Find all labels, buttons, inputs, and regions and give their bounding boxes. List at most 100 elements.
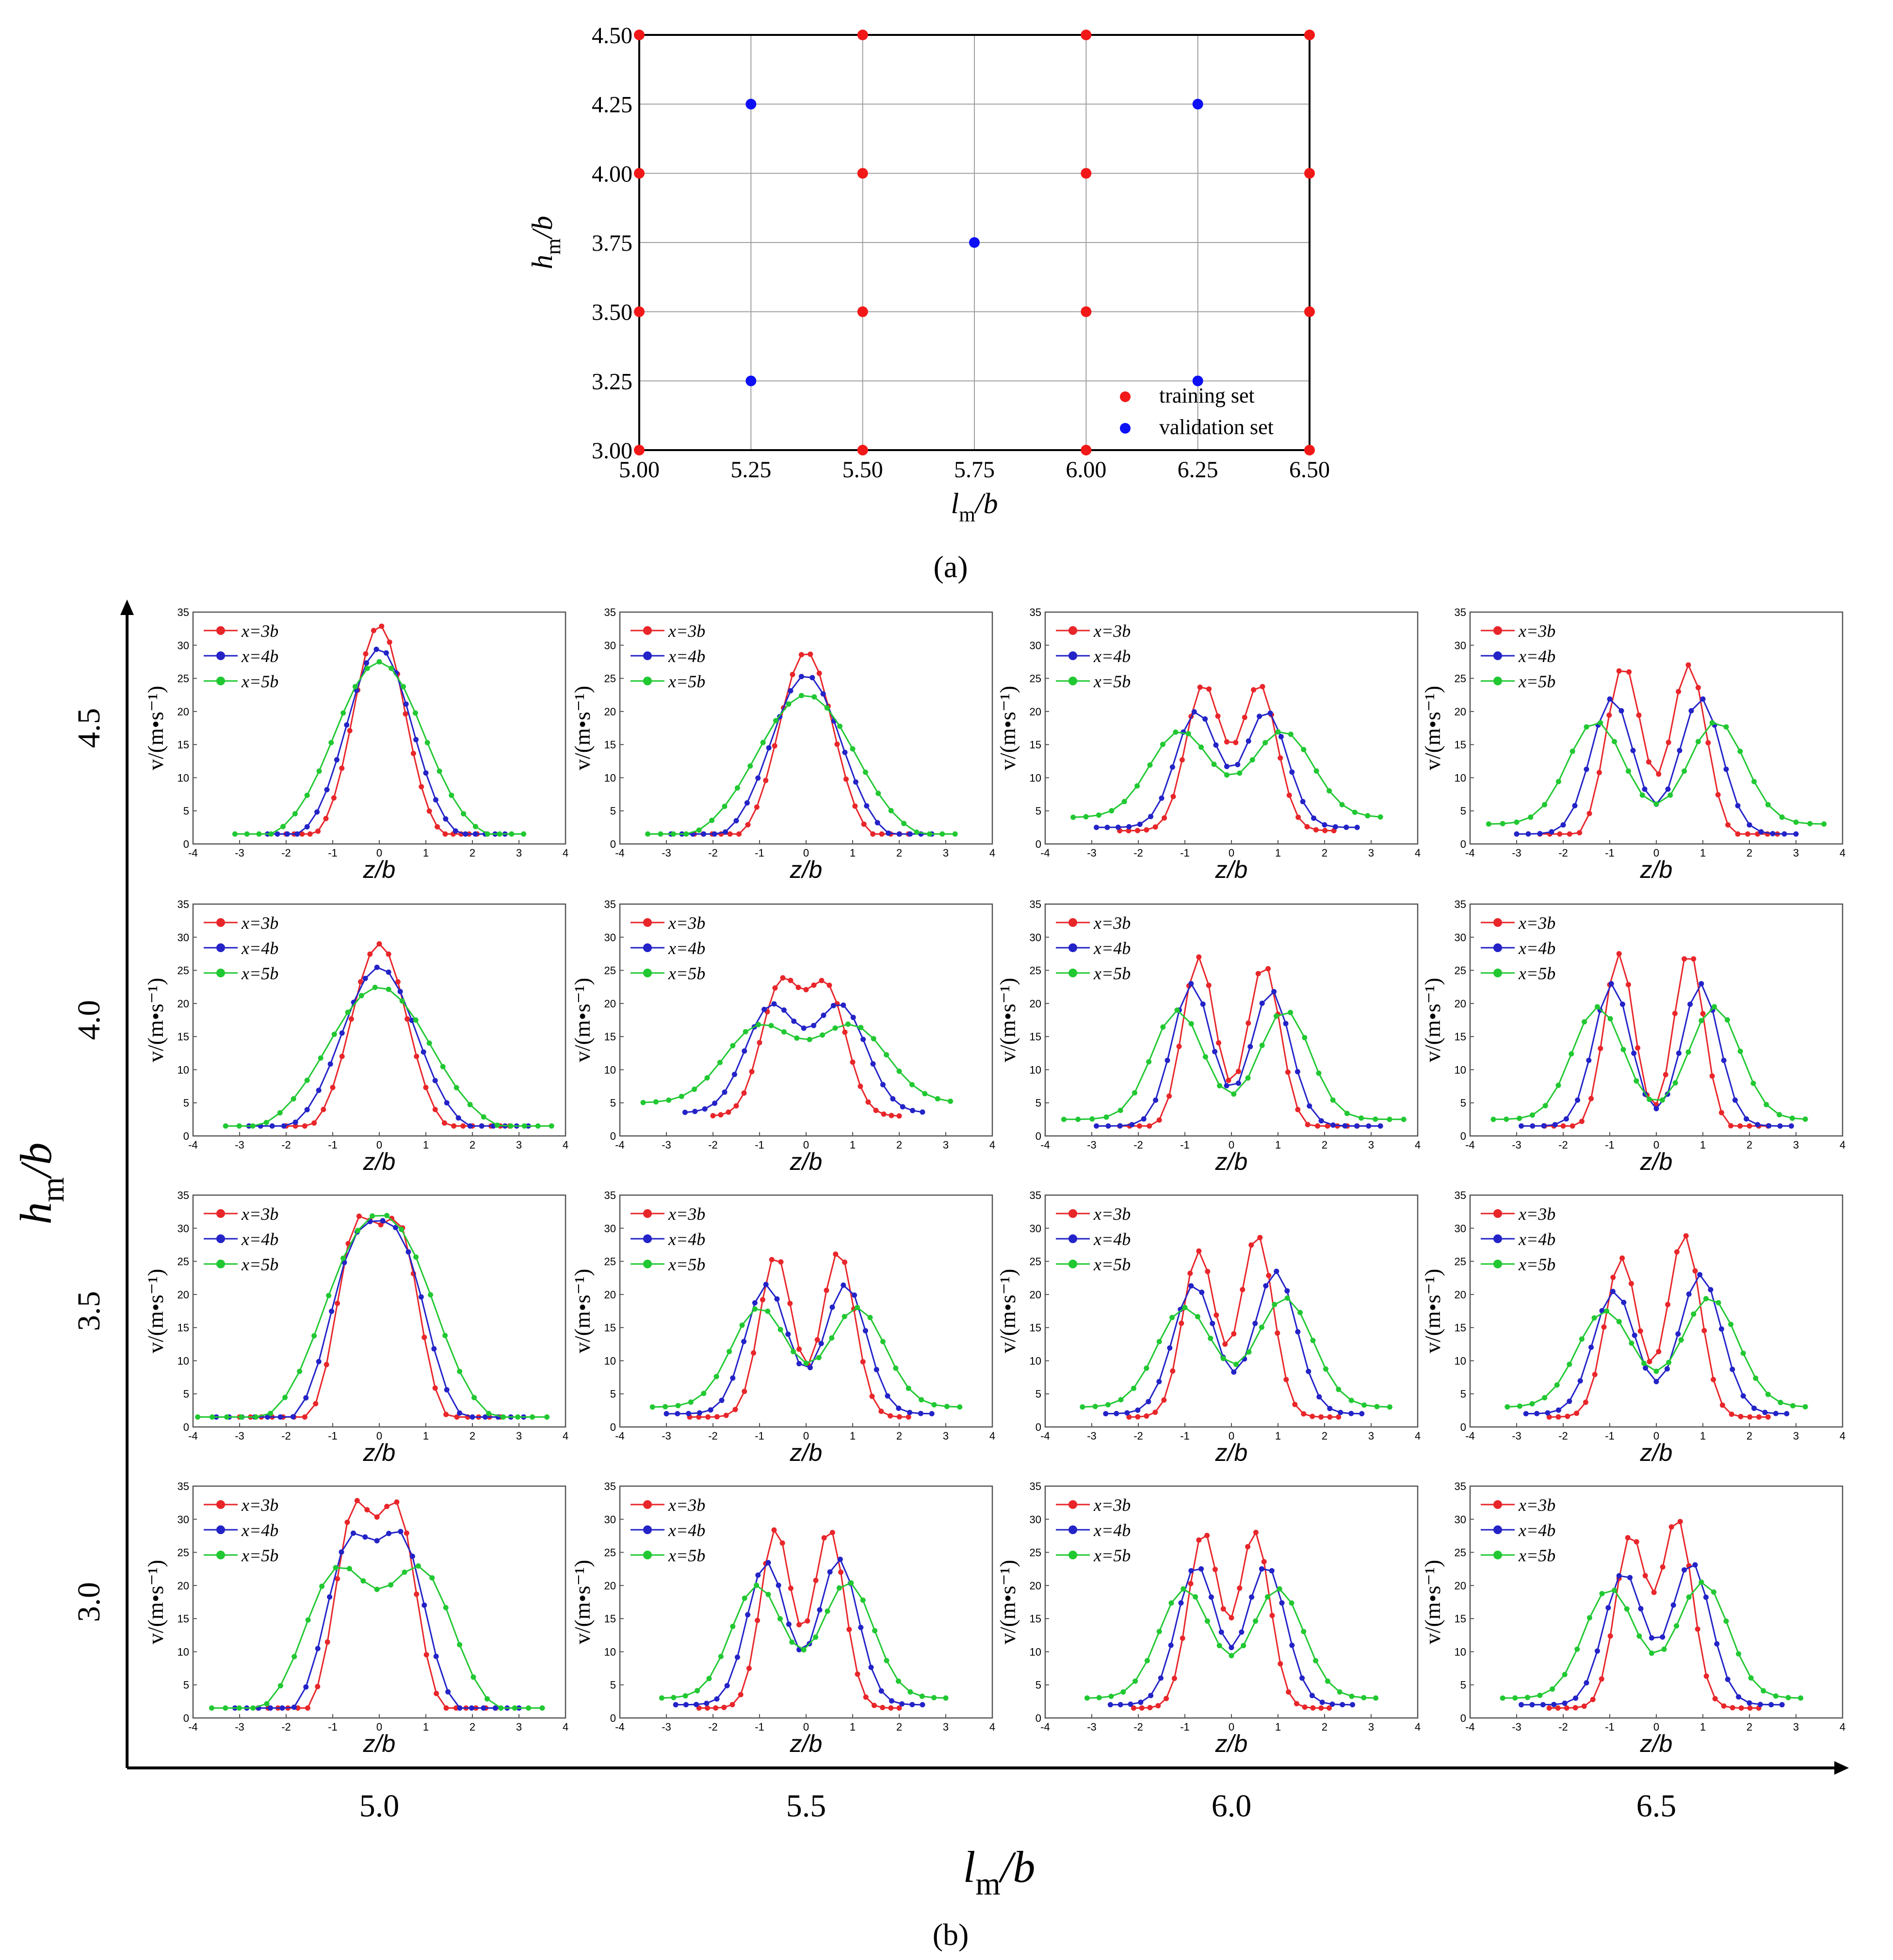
series-point-x=4b bbox=[907, 831, 913, 837]
series-point-x=4b bbox=[752, 1300, 758, 1306]
series-point-x=4b bbox=[1235, 761, 1241, 767]
series-point-x=4b bbox=[852, 1292, 858, 1298]
series-point-x=4b bbox=[781, 1007, 787, 1013]
series-point-x=5b bbox=[1517, 1403, 1522, 1409]
y-tick-label: 5 bbox=[1460, 1097, 1466, 1109]
series-point-x=5b bbox=[1695, 739, 1701, 745]
x-tick-label: -2 bbox=[1558, 1139, 1568, 1151]
series-point-x=3b bbox=[1166, 1093, 1172, 1099]
series-point-x=3b bbox=[1304, 824, 1310, 830]
series-point-x=3b bbox=[861, 821, 867, 827]
series-point-x=4b bbox=[1784, 1411, 1790, 1417]
x-tick-label: -4 bbox=[615, 1139, 625, 1151]
y-tick-label: 10 bbox=[178, 1646, 189, 1658]
series-point-x=3b bbox=[1705, 740, 1711, 745]
series-point-x=5b bbox=[1401, 1117, 1407, 1122]
series-point-x=3b bbox=[1564, 1705, 1569, 1711]
series-point-x=5b bbox=[1144, 1365, 1149, 1371]
series-point-x=4b bbox=[723, 829, 728, 835]
series-point-x=4b bbox=[817, 1607, 823, 1613]
series-point-x=3b bbox=[292, 1123, 298, 1129]
series-point-x=3b bbox=[1691, 956, 1697, 962]
series-point-x=3b bbox=[1586, 810, 1592, 816]
series-point-x=5b bbox=[497, 831, 502, 837]
row-value-label: 3.0 bbox=[71, 1582, 107, 1622]
series-point-x=5b bbox=[1160, 1024, 1166, 1030]
series-point-x=4b bbox=[1283, 1020, 1289, 1026]
series-point-x=3b bbox=[771, 1527, 777, 1533]
x-tick-label: 2 bbox=[1747, 1721, 1752, 1733]
series-point-x=3b bbox=[386, 951, 391, 957]
y-tick-label: 15 bbox=[1030, 1031, 1041, 1043]
series-point-x=4b bbox=[920, 1702, 925, 1708]
series-point-x=5b bbox=[1147, 762, 1153, 768]
series-point-x=3b bbox=[443, 1411, 449, 1417]
series-point-x=4b bbox=[1519, 1702, 1524, 1708]
y-tick-label: 20 bbox=[178, 998, 189, 1010]
series-point-x=4b bbox=[1723, 766, 1729, 772]
series-point-x=5b bbox=[311, 1333, 317, 1339]
series-point-x=5b bbox=[1337, 1689, 1343, 1695]
y-tick-label: 35 bbox=[1455, 606, 1466, 618]
series-point-x=4b bbox=[1758, 829, 1764, 835]
series-point-x=5b bbox=[653, 1099, 659, 1105]
series-point-x=3b bbox=[816, 670, 822, 676]
series-point-x=3b bbox=[1265, 966, 1271, 972]
series-point-x=3b bbox=[435, 824, 440, 830]
series-point-x=5b bbox=[264, 1701, 270, 1707]
legend-marker bbox=[1068, 677, 1077, 685]
series-point-x=5b bbox=[679, 1093, 684, 1099]
series-point-x=5b bbox=[1569, 748, 1575, 754]
x-tick-label: 3 bbox=[1368, 847, 1374, 859]
series-point-x=4b bbox=[878, 1688, 884, 1694]
series-point-x=5b bbox=[659, 1695, 664, 1701]
series-point-x=3b bbox=[1607, 1633, 1613, 1639]
series-point-x=5b bbox=[1542, 1395, 1548, 1401]
series-point-x=5b bbox=[268, 831, 274, 837]
series-point-x=3b bbox=[423, 1652, 429, 1658]
series-point-x=4b bbox=[1744, 1116, 1749, 1122]
y-tick-label: 0 bbox=[610, 1712, 616, 1724]
series-point-x=5b bbox=[730, 1043, 736, 1049]
y-tick-label: 25 bbox=[1455, 965, 1466, 977]
series-point-x=3b bbox=[906, 1414, 911, 1420]
y-tick-label: 30 bbox=[604, 639, 616, 651]
series-point-x=4b bbox=[841, 1282, 846, 1288]
series-point-x=5b bbox=[1313, 1658, 1319, 1664]
series-point-x=3b bbox=[1318, 1414, 1324, 1420]
series-point-x=5b bbox=[695, 1688, 700, 1694]
series-point-x=5b bbox=[1761, 1688, 1766, 1694]
x-tick-label: -1 bbox=[1605, 1430, 1615, 1442]
series-point-x=3b bbox=[870, 831, 876, 837]
series-point-x=5b bbox=[386, 987, 391, 992]
x-tick-label: -3 bbox=[1512, 1139, 1521, 1151]
series-point-x=4b bbox=[1366, 1123, 1372, 1129]
series-point-x=3b bbox=[860, 1359, 866, 1365]
y-tick-label: 5 bbox=[610, 805, 616, 817]
training-point bbox=[857, 306, 868, 317]
series-point-x=4b bbox=[1329, 1701, 1335, 1707]
series-point-x=4b bbox=[1793, 831, 1799, 837]
x-tick-label: -4 bbox=[188, 847, 198, 859]
series-point-x=5b bbox=[1667, 792, 1673, 798]
series-point-x=4b bbox=[1343, 825, 1349, 830]
legend-marker bbox=[1493, 651, 1502, 660]
subplot-4.0-5.0: -4 -3 -2 -1 0 1 2 3 405101520253035z/bv/(m•s⁻¹)x… bbox=[143, 898, 568, 1175]
series-point-x=4b bbox=[1514, 831, 1520, 837]
legend-label: x=5b bbox=[1093, 1255, 1131, 1274]
legend-label: x=4b bbox=[668, 647, 705, 666]
col-value-label: 6.0 bbox=[1212, 1788, 1252, 1824]
series-point-x=4b bbox=[284, 831, 290, 837]
series-point-x=5b bbox=[794, 1035, 800, 1041]
series-point-x=3b bbox=[726, 1109, 731, 1115]
y-tick-label: 5 bbox=[1460, 1679, 1466, 1691]
series-point-x=4b bbox=[1594, 1648, 1600, 1654]
series-point-x=4b bbox=[1188, 1283, 1194, 1289]
legend-label: x=4b bbox=[241, 1230, 278, 1249]
series-point-x=3b bbox=[432, 1385, 438, 1391]
series-point-x=4b bbox=[1141, 1116, 1147, 1122]
x-tick-label: -1 bbox=[328, 1721, 338, 1733]
x-tick-label: 1 bbox=[423, 1721, 429, 1733]
series-point-x=4b bbox=[469, 1705, 474, 1711]
legend-marker bbox=[643, 1209, 652, 1218]
